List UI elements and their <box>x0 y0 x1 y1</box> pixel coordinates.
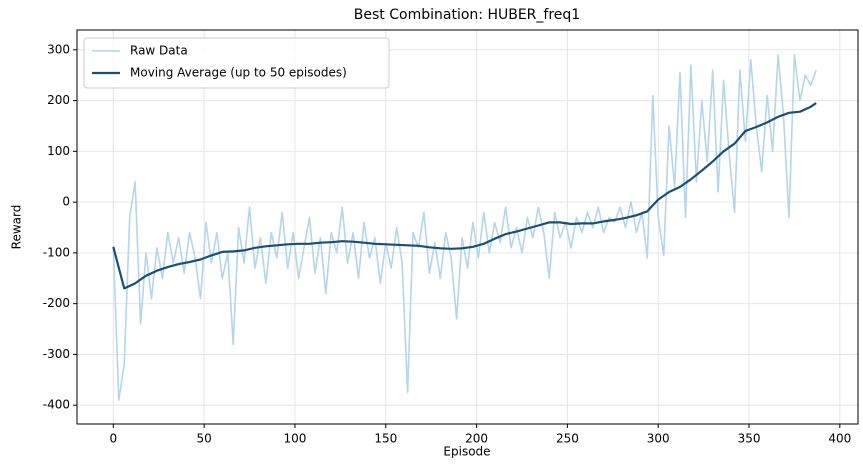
x-tick-label: 50 <box>196 432 211 446</box>
x-tick-label: 100 <box>284 432 307 446</box>
legend-label: Moving Average (up to 50 episodes) <box>130 66 347 80</box>
line-series <box>112 54 817 401</box>
y-tick-label: -300 <box>43 347 70 361</box>
x-tick-label: 200 <box>465 432 488 446</box>
plot-frame <box>76 29 859 425</box>
y-tick-label: 100 <box>47 144 70 158</box>
x-tick-label: 250 <box>556 432 579 446</box>
x-tick-label: 300 <box>647 432 670 446</box>
legend-box <box>83 37 390 89</box>
x-tick-label: 0 <box>110 432 118 446</box>
y-tick-label: -200 <box>43 296 70 310</box>
y-tick-label: -400 <box>43 398 70 412</box>
y-tick-label: 300 <box>47 42 70 56</box>
chart-title: Best Combination: HUBER_freq1 <box>354 7 580 23</box>
legend-label: Raw Data <box>130 44 188 58</box>
y-tick-label: 0 <box>62 195 70 209</box>
line-series <box>112 102 817 290</box>
y-tick-label: 200 <box>47 93 70 107</box>
x-tick-label: 400 <box>828 432 851 446</box>
x-tick-label: 150 <box>374 432 397 446</box>
x-tick-label: 350 <box>738 432 761 446</box>
y-axis-label: Reward <box>10 205 24 250</box>
x-axis-label: Episode <box>443 445 490 459</box>
y-tick-label: -100 <box>43 245 70 259</box>
